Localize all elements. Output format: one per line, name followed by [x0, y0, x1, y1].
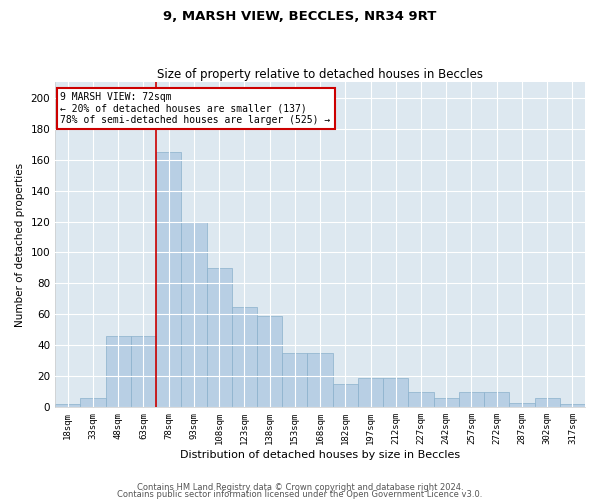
Bar	[358, 378, 383, 408]
Title: Size of property relative to detached houses in Beccles: Size of property relative to detached ho…	[157, 68, 483, 81]
Bar	[383, 378, 409, 408]
Text: 9 MARSH VIEW: 72sqm
← 20% of detached houses are smaller (137)
78% of semi-detac: 9 MARSH VIEW: 72sqm ← 20% of detached ho…	[61, 92, 331, 125]
Y-axis label: Number of detached properties: Number of detached properties	[15, 162, 25, 327]
Bar	[459, 392, 484, 407]
Bar	[484, 392, 509, 407]
Bar	[332, 384, 358, 407]
Bar	[257, 316, 282, 408]
Text: Contains public sector information licensed under the Open Government Licence v3: Contains public sector information licen…	[118, 490, 482, 499]
X-axis label: Distribution of detached houses by size in Beccles: Distribution of detached houses by size …	[180, 450, 460, 460]
Bar	[156, 152, 181, 407]
Bar	[535, 398, 560, 407]
Bar	[560, 404, 585, 407]
Bar	[80, 398, 106, 407]
Bar	[106, 336, 131, 407]
Bar	[434, 398, 459, 407]
Text: 9, MARSH VIEW, BECCLES, NR34 9RT: 9, MARSH VIEW, BECCLES, NR34 9RT	[163, 10, 437, 23]
Bar	[307, 353, 332, 408]
Text: Contains HM Land Registry data © Crown copyright and database right 2024.: Contains HM Land Registry data © Crown c…	[137, 484, 463, 492]
Bar	[55, 404, 80, 407]
Bar	[509, 402, 535, 407]
Bar	[409, 392, 434, 407]
Bar	[232, 306, 257, 408]
Bar	[181, 222, 206, 408]
Bar	[206, 268, 232, 407]
Bar	[131, 336, 156, 407]
Bar	[282, 353, 307, 408]
